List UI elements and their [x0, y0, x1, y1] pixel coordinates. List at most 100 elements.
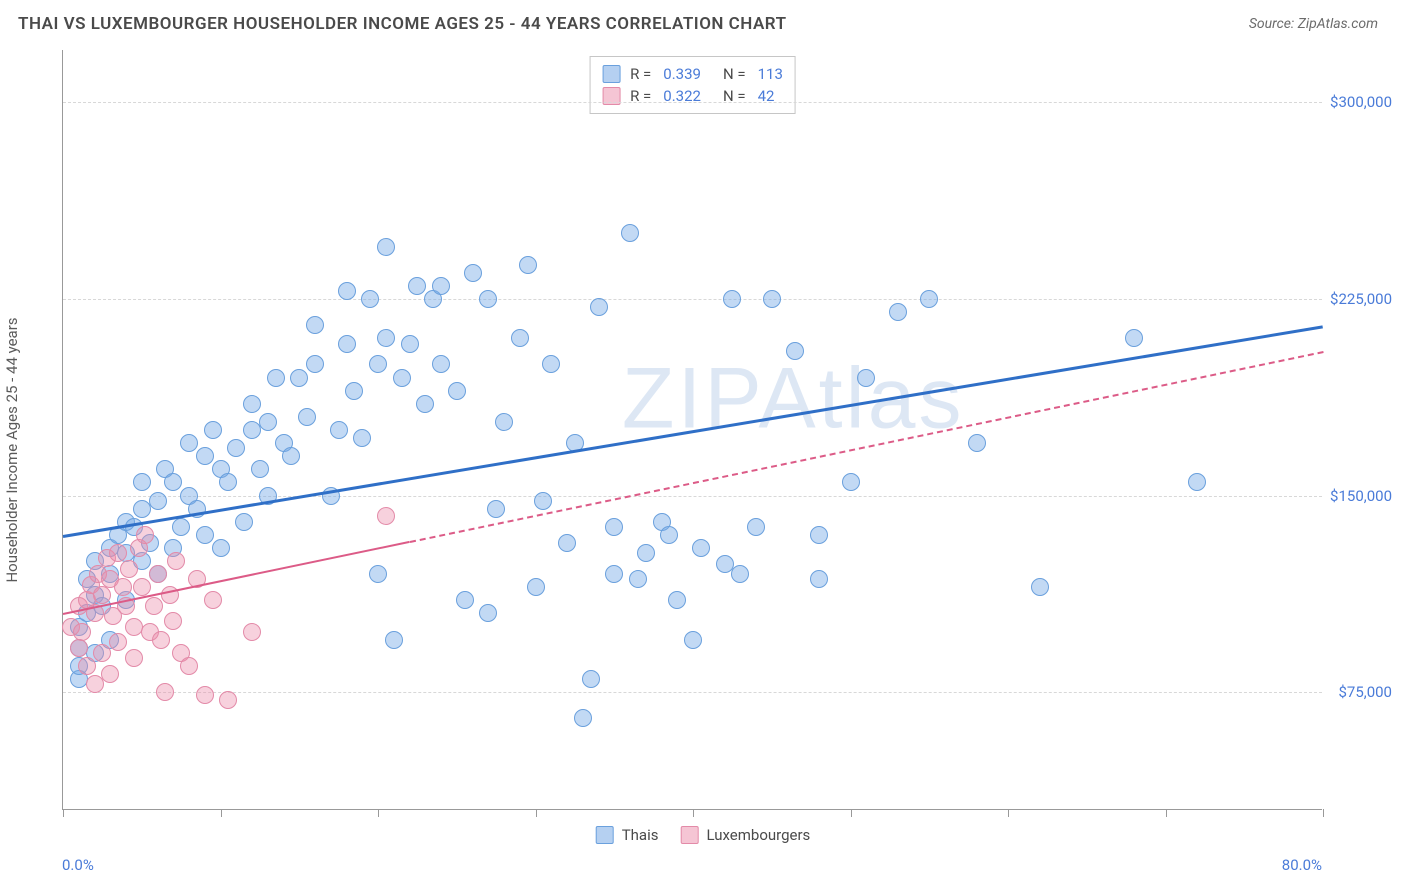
chart-container: Householder Income Ages 25 - 44 years ZI… — [18, 50, 1388, 850]
data-point — [282, 447, 300, 465]
data-point — [582, 670, 600, 688]
data-point — [235, 513, 253, 531]
legend-series: ThaisLuxembourgers — [596, 826, 811, 844]
data-point — [684, 631, 702, 649]
data-point — [1031, 578, 1049, 596]
legend-series-label: Luxembourgers — [706, 826, 810, 844]
data-point — [109, 633, 127, 651]
data-point — [377, 507, 395, 525]
data-point — [164, 473, 182, 491]
data-point — [125, 649, 143, 667]
data-point — [78, 657, 96, 675]
data-point — [605, 518, 623, 536]
data-point — [401, 335, 419, 353]
data-point — [511, 329, 529, 347]
legend-stats: R = 0.339 N = 113 R = 0.322N = 42 — [589, 56, 796, 114]
data-point — [920, 290, 938, 308]
data-point — [432, 277, 450, 295]
data-point — [810, 526, 828, 544]
data-point — [93, 586, 111, 604]
data-point — [590, 298, 608, 316]
data-point — [259, 413, 277, 431]
data-point — [204, 591, 222, 609]
y-tick-label: $225,000 — [1330, 290, 1392, 308]
data-point — [133, 578, 151, 596]
gridline — [63, 692, 1322, 693]
gridline — [63, 102, 1322, 103]
data-point — [120, 560, 138, 578]
legend-swatch — [680, 826, 698, 844]
data-point — [73, 623, 91, 641]
data-point — [109, 544, 127, 562]
y-tick-label: $300,000 — [1330, 93, 1392, 111]
data-point — [149, 565, 167, 583]
x-tick — [1323, 809, 1324, 817]
data-point — [519, 256, 537, 274]
x-tick — [1008, 809, 1009, 817]
data-point — [542, 355, 560, 373]
legend-r-label: R = — [630, 65, 651, 83]
x-tick — [851, 809, 852, 817]
data-point — [629, 570, 647, 588]
data-point — [416, 395, 434, 413]
plot-area: ZIPAtlas R = 0.339N = 113R = 0.322N = 42… — [62, 50, 1322, 810]
data-point — [152, 631, 170, 649]
data-point — [196, 526, 214, 544]
data-point — [534, 492, 552, 510]
data-point — [298, 408, 316, 426]
data-point — [723, 290, 741, 308]
data-point — [243, 395, 261, 413]
data-point — [180, 657, 198, 675]
legend-n-label: N = — [723, 65, 746, 83]
data-point — [377, 238, 395, 256]
legend-swatch — [596, 826, 614, 844]
data-point — [101, 665, 119, 683]
legend-series-item: Luxembourgers — [680, 826, 810, 844]
data-point — [605, 565, 623, 583]
data-point — [377, 329, 395, 347]
data-point — [145, 597, 163, 615]
data-point — [574, 709, 592, 727]
data-point — [716, 555, 734, 573]
legend-n-value: 113 — [758, 65, 783, 83]
data-point — [527, 578, 545, 596]
chart-source: Source: ZipAtlas.com — [1249, 16, 1378, 32]
data-point — [136, 526, 154, 544]
data-point — [621, 224, 639, 242]
data-point — [637, 544, 655, 562]
data-point — [306, 355, 324, 373]
y-tick-label: $150,000 — [1330, 487, 1392, 505]
x-tick — [1166, 809, 1167, 817]
chart-header: THAI VS LUXEMBOURGER HOUSEHOLDER INCOME … — [0, 0, 1406, 42]
data-point — [219, 473, 237, 491]
data-point — [369, 355, 387, 373]
data-point — [180, 434, 198, 452]
x-tick — [63, 809, 64, 817]
data-point — [731, 565, 749, 583]
data-point — [842, 473, 860, 491]
data-point — [167, 552, 185, 570]
gridline — [63, 496, 1322, 497]
data-point — [479, 290, 497, 308]
data-point — [408, 277, 426, 295]
data-point — [432, 355, 450, 373]
data-point — [810, 570, 828, 588]
data-point — [196, 447, 214, 465]
data-point — [149, 492, 167, 510]
gridline — [63, 299, 1322, 300]
legend-stat-row: R = 0.322N = 42 — [602, 85, 783, 107]
data-point — [306, 316, 324, 334]
data-point — [133, 473, 151, 491]
data-point — [393, 369, 411, 387]
data-point — [692, 539, 710, 557]
chart-title: THAI VS LUXEMBOURGER HOUSEHOLDER INCOME … — [18, 14, 787, 34]
data-point — [330, 421, 348, 439]
data-point — [786, 342, 804, 360]
data-point — [668, 591, 686, 609]
data-point — [196, 686, 214, 704]
legend-r-value: 0.339 — [663, 65, 701, 83]
data-point — [86, 675, 104, 693]
data-point — [70, 639, 88, 657]
data-point — [219, 691, 237, 709]
x-tick — [221, 809, 222, 817]
